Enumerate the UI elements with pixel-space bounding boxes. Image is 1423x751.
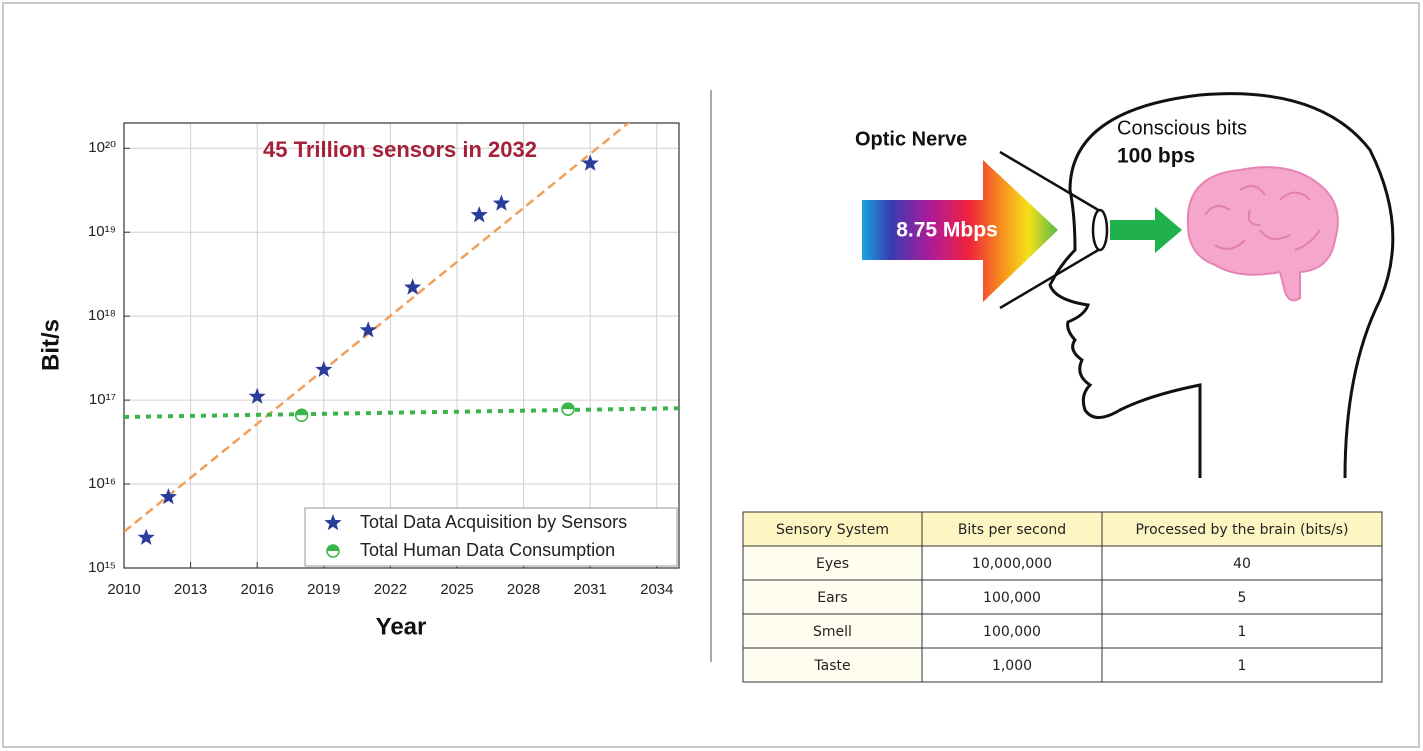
y-tick-label: 10¹⁹: [88, 223, 116, 240]
cell-text: Ears: [817, 590, 847, 606]
star-marker: [315, 360, 333, 377]
x-tick-label: 2034: [640, 581, 673, 598]
cell-text: Taste: [813, 658, 850, 674]
table-cell: [921, 613, 1103, 649]
header-text: Bits per second: [958, 522, 1066, 538]
table-cell: [742, 579, 923, 615]
legend-label: Total Human Data Consumption: [360, 540, 615, 560]
optic-nerve-label: Optic Nerve: [855, 128, 967, 150]
x-tick-label: 2010: [107, 581, 140, 598]
x-tick-label: 2022: [374, 581, 407, 598]
trend-line: [124, 406, 679, 419]
cell-text: 1,000: [992, 658, 1032, 674]
table-cell: [921, 647, 1103, 683]
x-tick-label: 2019: [307, 581, 340, 598]
eye: [1091, 208, 1109, 252]
table-cell: [1101, 647, 1383, 683]
cell-text: Eyes: [816, 556, 849, 572]
star-marker: [404, 278, 422, 295]
cell-text: 10,000,000: [972, 556, 1052, 572]
legend-label: Total Data Acquisition by Sensors: [360, 512, 627, 532]
table-cell: [1101, 579, 1383, 615]
x-tick-label: 2025: [440, 581, 473, 598]
annotation: 45 Trillion sensors in 2032: [263, 137, 537, 162]
x-tick-label: 2031: [574, 581, 607, 598]
brain-folds: [1204, 185, 1321, 251]
table-cell: [921, 545, 1103, 581]
cell-text: 1: [1238, 624, 1247, 640]
cell-text: 100,000: [983, 590, 1041, 606]
star-marker: [359, 321, 377, 338]
y-tick-label: 10²⁰: [88, 139, 116, 156]
star-marker: [492, 194, 510, 211]
cell-text: 5: [1238, 590, 1247, 606]
table-cell: [1101, 613, 1383, 649]
conscious-arrow: [1110, 207, 1182, 253]
y-tick-label: 10¹⁶: [88, 475, 116, 492]
header-cell: [1101, 511, 1383, 547]
cell-text: 100,000: [983, 624, 1041, 640]
legend-box: [304, 507, 678, 567]
input-arrow: [862, 160, 1058, 302]
table-cell: [1101, 545, 1383, 581]
star-marker: [248, 387, 266, 404]
table-cell: [742, 545, 923, 581]
half-circle-fill: [562, 403, 574, 410]
brain: [1186, 166, 1339, 302]
input-rate: 8.75 Mbps: [896, 219, 998, 242]
cell-text: 1: [1238, 658, 1247, 674]
y-tick-label: 10¹⁵: [88, 559, 116, 576]
cone-line: [999, 150, 1101, 213]
star-marker: [470, 206, 488, 223]
x-tick-label: 2028: [507, 581, 540, 598]
trend-line: [124, 123, 631, 533]
y-tick-label: 10¹⁷: [89, 391, 116, 408]
y-axis-title: Bit/s: [37, 319, 64, 371]
half-circle-fill: [327, 545, 339, 551]
plot-frame: [123, 122, 680, 569]
header-cell: [742, 511, 923, 547]
conscious-label: Conscious bits: [1117, 117, 1247, 139]
header-text: Sensory System: [776, 522, 889, 538]
star-marker: [581, 154, 599, 171]
cone-line: [999, 247, 1101, 310]
x-tick-label: 2016: [241, 581, 274, 598]
table-cell: [742, 613, 923, 649]
x-axis-title: Year: [376, 613, 427, 640]
star-marker: [137, 528, 155, 545]
x-tick-label: 2013: [174, 581, 207, 598]
head-outline: [1048, 92, 1395, 479]
header-cell: [921, 511, 1103, 547]
table-cell: [742, 647, 923, 683]
header-text: Processed by the brain (bits/s): [1135, 522, 1348, 538]
half-circle-fill: [295, 409, 308, 416]
cell-text: 40: [1233, 556, 1251, 572]
y-tick-label: 10¹⁸: [88, 307, 116, 324]
conscious-rate: 100 bps: [1117, 145, 1195, 168]
cell-text: Smell: [813, 624, 852, 640]
star-marker: [159, 488, 177, 505]
star-marker: [324, 514, 342, 531]
